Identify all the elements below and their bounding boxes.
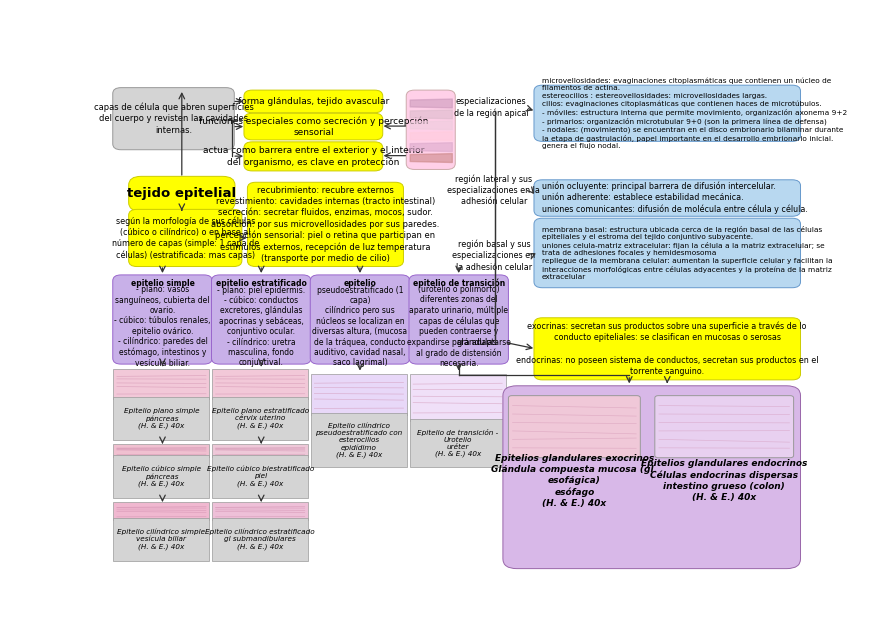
- Text: región lateral y sus
especializaciones en la
adhesión celular: región lateral y sus especializaciones e…: [447, 175, 540, 207]
- Text: - plano: vasos
sanguíneos, cubierta del
ovario.
- cúbico: túbulos renales,
epite: - plano: vasos sanguíneos, cubierta del …: [114, 285, 211, 367]
- FancyBboxPatch shape: [410, 419, 506, 467]
- Text: Epitelio plano simple
páncreas
(H. & E.) 40x: Epitelio plano simple páncreas (H. & E.)…: [124, 408, 200, 429]
- Text: (urotelio o polimorfo)
diferentes zonas del
aparato urinario, múltiple
capas de : (urotelio o polimorfo) diferentes zonas …: [407, 285, 511, 368]
- Text: Epitelio cilíndrico
pseudoestratificado con
esterocilios
epidídimo
(H. & E.) 40x: Epitelio cilíndrico pseudoestratificado …: [315, 422, 403, 458]
- Text: Epitelio plano estratificado
cérvix uterino
(H. & E.) 40x: Epitelio plano estratificado cérvix uter…: [212, 408, 309, 429]
- Text: especializaciones
de la región apical: especializaciones de la región apical: [454, 97, 528, 118]
- Text: capas de célula que abren superficies
del cuerpo y revisten las cavidades
intern: capas de célula que abren superficies de…: [94, 103, 253, 134]
- FancyBboxPatch shape: [113, 397, 209, 440]
- FancyBboxPatch shape: [212, 369, 308, 399]
- Text: epitelio: epitelio: [344, 279, 376, 288]
- FancyBboxPatch shape: [248, 182, 404, 266]
- FancyBboxPatch shape: [113, 275, 212, 364]
- FancyBboxPatch shape: [211, 275, 311, 364]
- Text: Epitelio cúbico simple
páncreas
(H. & E.) 40x: Epitelio cúbico simple páncreas (H. & E.…: [122, 465, 201, 487]
- Text: funciones especiales como secreción y percepción
sensorial: funciones especiales como secreción y pe…: [199, 116, 428, 137]
- FancyBboxPatch shape: [410, 374, 506, 420]
- FancyBboxPatch shape: [534, 180, 800, 216]
- Text: glándulas: glándulas: [457, 338, 498, 347]
- FancyBboxPatch shape: [311, 413, 407, 467]
- FancyBboxPatch shape: [534, 218, 800, 288]
- Text: Epitelios glandulares endocrinos
Células endocrinas dispersas
intestino grueso (: Epitelios glandulares endocrinos Células…: [641, 460, 807, 502]
- FancyBboxPatch shape: [212, 502, 308, 520]
- Text: tejido epitelial: tejido epitelial: [127, 188, 236, 200]
- FancyBboxPatch shape: [212, 444, 308, 457]
- Text: pseudoestratificado (1
capa)
cilíndrico pero sus
núcleos se localizan en
diversa: pseudoestratificado (1 capa) cilíndrico …: [313, 285, 407, 367]
- Text: Epitelios glandulares exocrinos
Glándula compuesta mucosa (gl.
esofágica)
esófag: Epitelios glandulares exocrinos Glándula…: [491, 454, 658, 508]
- FancyBboxPatch shape: [113, 455, 209, 498]
- FancyBboxPatch shape: [244, 90, 383, 113]
- FancyBboxPatch shape: [128, 177, 235, 211]
- FancyBboxPatch shape: [113, 88, 234, 150]
- FancyBboxPatch shape: [128, 209, 241, 266]
- Text: exocrinas: secretan sus productos sobre una superficie a través de lo
conducto e: exocrinas: secretan sus productos sobre …: [516, 322, 819, 376]
- FancyBboxPatch shape: [534, 85, 800, 141]
- Text: Epitelio cilíndrico estratificado
gl submandibulares
(H. & E.) 40x: Epitelio cilíndrico estratificado gl sub…: [205, 529, 315, 550]
- FancyBboxPatch shape: [409, 275, 509, 364]
- Text: epitelio de transición: epitelio de transición: [413, 279, 505, 289]
- FancyBboxPatch shape: [503, 386, 800, 568]
- FancyBboxPatch shape: [310, 275, 410, 364]
- FancyBboxPatch shape: [244, 142, 383, 171]
- Text: según la morfología de sus células
(cúbico o cilíndrico) o en base al
número de : según la morfología de sus células (cúbi…: [111, 216, 259, 260]
- Text: Epitelio cúbico biestratificado
piel
(H. & E.) 40x: Epitelio cúbico biestratificado piel (H.…: [207, 466, 314, 486]
- FancyBboxPatch shape: [113, 369, 209, 399]
- Text: membrana basal: estructura ubicada cerca de la región basal de las células
epite: membrana basal: estructura ubicada cerca…: [542, 226, 832, 280]
- FancyBboxPatch shape: [212, 455, 308, 498]
- FancyBboxPatch shape: [113, 502, 209, 520]
- FancyBboxPatch shape: [406, 90, 455, 170]
- FancyBboxPatch shape: [244, 113, 383, 140]
- Text: microvellosidades: evaginaciones citoplasmáticas que contienen un núcleo de
fila: microvellosidades: evaginaciones citopla…: [542, 77, 846, 149]
- Text: recubrimiento: recubre externos
revestimiento: cavidades internas (tracto intest: recubrimiento: recubre externos revestim…: [211, 186, 439, 263]
- FancyBboxPatch shape: [311, 374, 407, 415]
- FancyBboxPatch shape: [655, 396, 794, 458]
- Text: unión ocluyente: principal barrera de difusión intercelular.
unión adherente: es: unión ocluyente: principal barrera de di…: [542, 182, 807, 214]
- Text: epitelio simple: epitelio simple: [131, 279, 194, 288]
- FancyBboxPatch shape: [113, 444, 209, 457]
- Text: actua como barrera entre el exterior y el interior
del organismo, es clave en pr: actua como barrera entre el exterior y e…: [202, 146, 424, 167]
- Text: forma glándulas, tejido avascular: forma glándulas, tejido avascular: [238, 97, 389, 106]
- FancyBboxPatch shape: [212, 518, 308, 561]
- FancyBboxPatch shape: [212, 397, 308, 440]
- Text: epitelio estratificado: epitelio estratificado: [216, 279, 307, 288]
- Text: región basal y sus
especializaciones en
la adhesión celular: región basal y sus especializaciones en …: [453, 240, 535, 271]
- Text: - plano: piel epidermis.
- cúbico: conductos
excretores, glándulas
apocrinas y s: - plano: piel epidermis. - cúbico: condu…: [217, 285, 306, 367]
- FancyBboxPatch shape: [113, 518, 209, 561]
- FancyBboxPatch shape: [509, 396, 641, 458]
- Text: Epitelio cilíndrico simple
vesícula biliar
(H. & E.) 40x: Epitelio cilíndrico simple vesícula bili…: [118, 529, 206, 550]
- Text: Epitelio de transición -
Urotelio
uréter
(H. & E.) 40x: Epitelio de transición - Urotelio uréter…: [417, 429, 498, 457]
- FancyBboxPatch shape: [534, 318, 800, 380]
